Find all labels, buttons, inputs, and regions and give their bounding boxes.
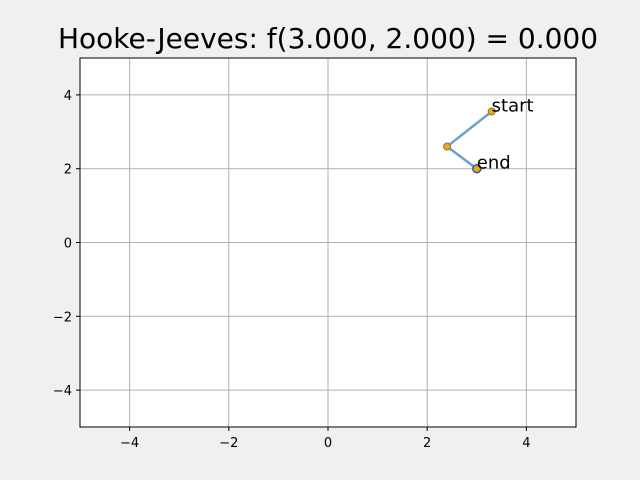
annotation-start: start (492, 96, 534, 117)
chart-title: Hooke-Jeeves: f(3.000, 2.000) = 0.000 (58, 22, 598, 55)
x-tick-label: 2 (423, 436, 431, 451)
path-markers (443, 107, 496, 174)
x-tick-label: −4 (120, 436, 139, 451)
y-tick-label: 2 (64, 163, 72, 178)
x-tick-label: 4 (522, 436, 530, 451)
axis-ticks: −4 −2 0 2 4 −4 −2 0 2 4 (53, 89, 531, 451)
path-segment (445, 110, 493, 148)
path-lines (445, 110, 493, 170)
end-point-marker (472, 163, 482, 174)
y-tick-label: −4 (53, 384, 72, 399)
start-point-marker (487, 107, 496, 116)
x-tick-label: −2 (219, 436, 238, 451)
y-tick-label: −2 (53, 310, 72, 325)
x-tick-label: 0 (324, 436, 332, 451)
plot-frame (79, 57, 577, 428)
y-tick-label: 0 (64, 237, 72, 252)
path-segment (445, 145, 479, 170)
path-point-marker (443, 142, 452, 151)
y-tick-label: 4 (64, 89, 72, 104)
annotations: start end (477, 96, 534, 174)
annotation-end: end (477, 153, 511, 174)
grid-lines (80, 58, 576, 427)
